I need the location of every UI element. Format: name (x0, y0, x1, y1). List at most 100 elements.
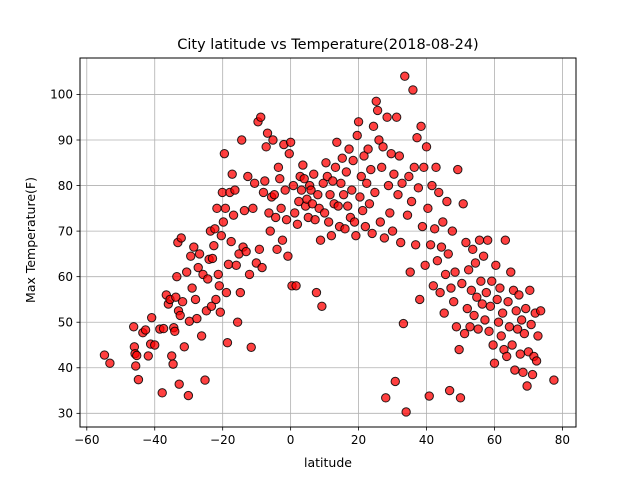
data-point (389, 169, 399, 179)
data-point (319, 208, 330, 218)
data-point (299, 174, 309, 184)
data-point (157, 388, 167, 398)
data-point (355, 192, 365, 202)
data-point (290, 208, 300, 218)
data-point (491, 260, 501, 270)
data-point (470, 258, 481, 268)
data-point (357, 205, 368, 216)
data-point (493, 317, 504, 327)
data-point (469, 310, 479, 321)
x-axis-ticks: −60 −40 −20 0 20 40 60 80 (74, 427, 570, 447)
data-point (386, 148, 396, 159)
data-point (404, 171, 414, 182)
x-tick-label: 20 (351, 433, 366, 447)
data-point (167, 351, 177, 361)
y-tick-label: 40 (58, 361, 73, 375)
data-point (352, 130, 362, 141)
data-point (318, 178, 328, 188)
data-point (349, 217, 360, 227)
data-point (472, 292, 482, 302)
data-point (353, 117, 364, 127)
data-point (222, 338, 233, 348)
data-point (131, 361, 141, 371)
data-point (206, 301, 217, 311)
data-point (474, 235, 485, 245)
data-point (257, 262, 267, 273)
data-point (359, 151, 369, 161)
data-point (364, 199, 375, 209)
data-point (480, 315, 490, 325)
data-point (230, 185, 240, 195)
data-point (502, 351, 512, 362)
data-point (221, 287, 232, 298)
data-point (239, 205, 250, 216)
x-axis-label: latitude (304, 455, 352, 470)
data-point (408, 85, 418, 95)
data-point (309, 169, 319, 179)
data-point (497, 308, 508, 318)
data-point (512, 324, 523, 334)
data-point (132, 350, 142, 361)
data-point (396, 237, 406, 248)
data-point (291, 281, 301, 291)
data-point (468, 244, 478, 255)
data-point (193, 262, 203, 273)
data-point (306, 185, 316, 195)
data-point (177, 297, 188, 307)
data-point (261, 142, 271, 152)
data-point (296, 185, 307, 195)
data-point (522, 381, 532, 391)
data-point (500, 235, 511, 245)
data-point (516, 315, 527, 325)
data-point (179, 342, 190, 352)
data-point (283, 251, 293, 261)
data-point (237, 135, 247, 145)
data-point (432, 256, 443, 266)
data-point (424, 391, 434, 401)
data-point (209, 240, 219, 251)
y-tick-label: 100 (50, 88, 73, 102)
data-point (227, 169, 237, 179)
data-point (351, 230, 361, 241)
data-point (175, 310, 185, 321)
data-point (518, 367, 528, 378)
data-point (413, 183, 424, 193)
data-point (328, 176, 338, 186)
data-point (158, 323, 169, 334)
data-point (298, 160, 308, 170)
data-point (292, 219, 303, 229)
data-point (503, 297, 513, 307)
x-tick-label: −60 (74, 433, 99, 447)
data-point (244, 269, 255, 280)
data-point (146, 312, 157, 323)
data-point (454, 344, 464, 355)
data-point (393, 189, 403, 200)
data-point (374, 135, 384, 145)
data-point (504, 322, 515, 332)
data-point (466, 285, 477, 296)
data-point (409, 162, 419, 173)
data-point (436, 242, 447, 252)
data-point (406, 196, 417, 207)
data-point (340, 224, 350, 234)
x-tick-label: 80 (555, 433, 570, 447)
data-point (218, 217, 229, 227)
data-point (400, 71, 410, 81)
data-point (451, 322, 462, 332)
data-point (507, 340, 517, 350)
data-point (323, 217, 334, 227)
data-point (478, 251, 489, 261)
data-point (330, 162, 341, 173)
data-point (484, 326, 494, 337)
data-point (461, 237, 471, 248)
data-point (525, 285, 535, 296)
data-point (307, 199, 318, 209)
data-point (372, 105, 383, 116)
data-point (235, 287, 246, 298)
data-point (356, 171, 366, 182)
data-point (412, 133, 422, 143)
data-point (183, 390, 194, 401)
data-point (172, 271, 182, 282)
data-point (216, 230, 227, 241)
